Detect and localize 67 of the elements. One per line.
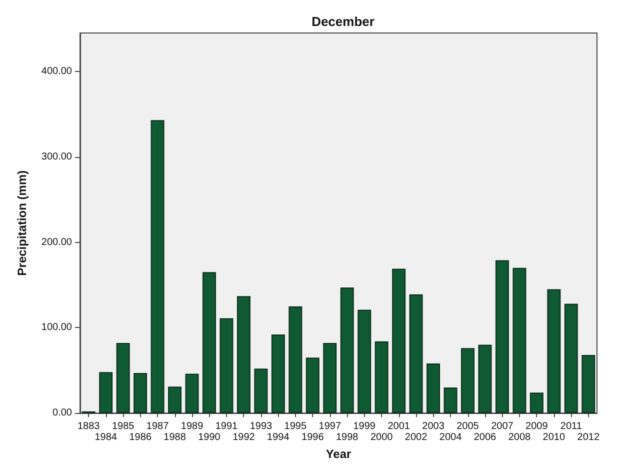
x-tick-label: 1999 <box>353 421 376 432</box>
bar <box>392 268 406 414</box>
x-tick-label: 2012 <box>577 432 600 444</box>
bar <box>254 368 268 414</box>
y-tick-label: 300.00 <box>41 151 72 162</box>
x-tick-label: 1986 <box>129 432 152 444</box>
bar <box>374 341 388 414</box>
x-tick-label: 2004 <box>439 432 462 444</box>
bar <box>444 387 458 414</box>
bar <box>116 343 130 414</box>
x-tick-label: 1994 <box>267 432 290 444</box>
x-tick-label: 2010 <box>542 432 566 444</box>
bar <box>288 306 302 414</box>
bar <box>202 272 216 414</box>
x-tick-label: 1997 <box>318 421 342 432</box>
bar <box>236 296 250 414</box>
y-tick-label: 0.00 <box>52 408 72 419</box>
x-tick-label: 1883 <box>77 421 100 432</box>
y-tick-label: 400.00 <box>41 66 72 77</box>
x-tick-label: 2006 <box>474 432 497 444</box>
x-tick-label: 2005 <box>456 421 480 432</box>
x-tick-label: 1985 <box>112 421 135 432</box>
bar <box>306 358 320 414</box>
bar <box>271 334 285 414</box>
x-tick-label: 1995 <box>284 421 307 432</box>
x-tick-label: 1987 <box>146 421 170 432</box>
y-axis-title: Precipitation (mm) <box>15 170 29 276</box>
bar <box>461 348 474 414</box>
x-tick-label: 2009 <box>526 421 548 432</box>
x-tick-label: 2008 <box>508 432 532 444</box>
bar <box>358 310 372 414</box>
x-tick-label: 2007 <box>491 421 514 432</box>
x-tick-label: 2001 <box>388 421 410 432</box>
bar <box>495 260 509 414</box>
x-tick-label: 2011 <box>560 421 582 432</box>
bar <box>340 288 354 414</box>
x-tick-label: 1989 <box>180 421 204 432</box>
x-tick-label: 2002 <box>404 432 428 444</box>
bar <box>582 355 596 414</box>
bar <box>426 364 440 414</box>
x-tick-label: 1990 <box>198 432 221 444</box>
x-tick-label: 1993 <box>250 421 273 432</box>
bar <box>168 386 182 414</box>
y-tick-label: 200.00 <box>41 236 72 248</box>
bar <box>99 372 113 414</box>
bar <box>512 268 526 414</box>
bar <box>220 318 234 414</box>
x-tick-label: 1984 <box>94 432 118 444</box>
x-axis-title: Year <box>326 447 352 461</box>
x-tick-label: 1988 <box>164 432 186 444</box>
bar <box>478 344 492 414</box>
chart-title: December <box>312 14 374 29</box>
x-tick-label: 2003 <box>422 421 445 432</box>
bar <box>185 374 199 414</box>
x-tick-label: 1992 <box>232 432 256 444</box>
bar <box>134 372 148 414</box>
bar <box>150 120 164 414</box>
x-tick-label: 2000 <box>370 432 394 444</box>
bar <box>409 294 423 414</box>
bar <box>547 289 561 414</box>
y-tick-label: 100.00 <box>41 322 72 334</box>
x-tick-label: 1998 <box>336 432 359 444</box>
x-tick-label: 1991 <box>215 421 238 432</box>
x-tick-label: 1996 <box>302 432 324 444</box>
bar <box>323 343 337 414</box>
bar <box>564 304 578 414</box>
bar <box>530 392 544 414</box>
